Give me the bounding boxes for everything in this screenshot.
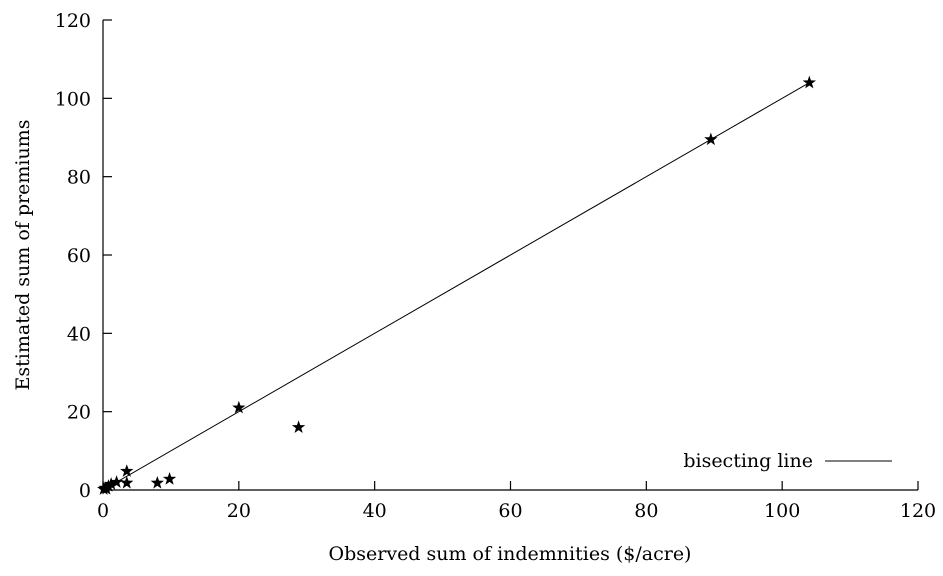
x-tick-label: 60 xyxy=(498,500,522,522)
y-tick-label: 80 xyxy=(67,167,91,189)
data-point xyxy=(704,132,718,146)
legend: bisecting line xyxy=(683,450,892,472)
x-tick-label: 20 xyxy=(227,500,251,522)
data-points xyxy=(97,75,816,495)
data-point xyxy=(109,475,124,488)
y-tick-label: 20 xyxy=(67,402,91,424)
y-tick-label: 40 xyxy=(67,323,91,345)
legend-label-bisecting-line: bisecting line xyxy=(683,450,813,472)
x-tick-label: 120 xyxy=(900,500,936,522)
x-axis-title: Observed sum of indemnities ($/acre) xyxy=(329,543,692,565)
y-tick-label: 0 xyxy=(79,480,91,502)
data-point xyxy=(802,75,816,89)
data-point xyxy=(104,477,118,490)
data-point xyxy=(120,475,134,489)
y-tick-label: 100 xyxy=(55,88,91,110)
bisecting-line-layer xyxy=(102,82,810,491)
bisecting-line xyxy=(102,82,810,491)
data-point xyxy=(232,400,246,414)
x-tick-label: 100 xyxy=(764,500,800,522)
y-tick-label: 120 xyxy=(55,10,91,32)
data-point xyxy=(150,475,164,489)
x-tick-label: 0 xyxy=(97,500,109,522)
ticks: 0 20 40 60 80 100 120 0 20 40 60 80 100 120 xyxy=(55,10,936,522)
data-point xyxy=(120,464,134,477)
x-tick-label: 80 xyxy=(634,500,658,522)
data-point xyxy=(162,472,177,485)
x-tick-label: 40 xyxy=(363,500,387,522)
data-point xyxy=(291,420,306,433)
y-tick-label: 60 xyxy=(67,245,91,267)
y-axis-title: Estimated sum of premiums xyxy=(12,120,34,391)
